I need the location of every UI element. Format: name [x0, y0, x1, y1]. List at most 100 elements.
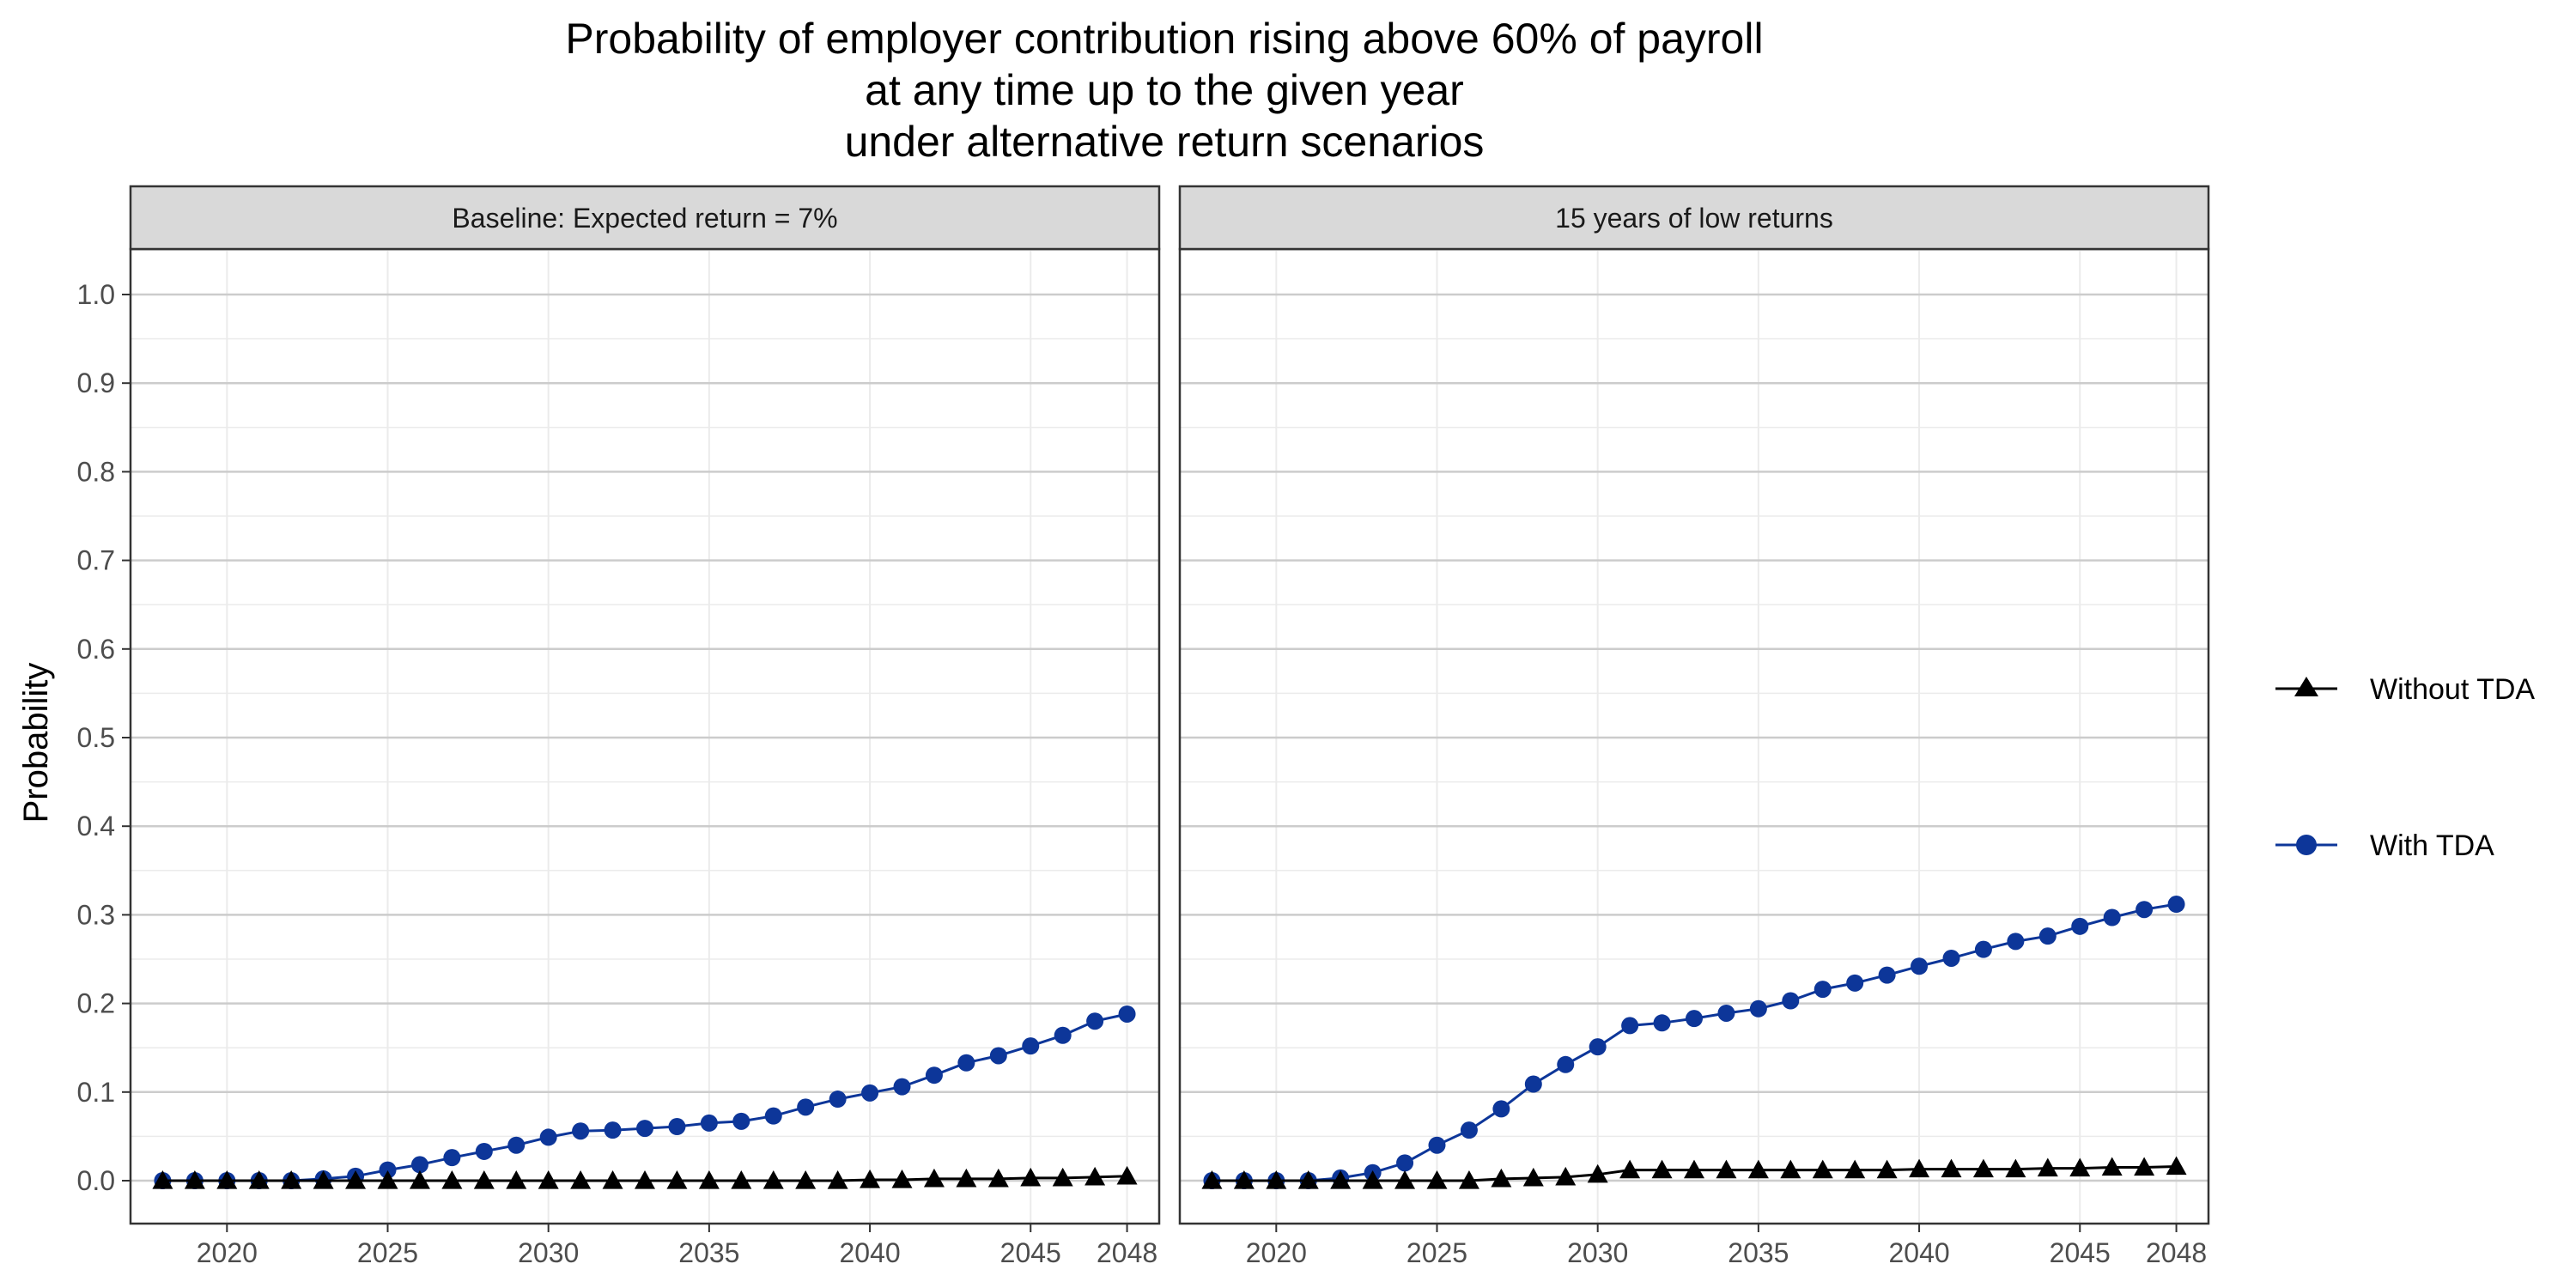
x-tick-label: 2020: [1246, 1237, 1307, 1268]
title-line-3: under alternative return scenarios: [845, 118, 1485, 166]
data-point: [1717, 1004, 1735, 1022]
data-point: [1394, 1170, 1416, 1189]
data-point: [1878, 966, 1896, 984]
data-point: [1116, 1165, 1138, 1185]
data-point: [1266, 1170, 1287, 1189]
data-point: [1396, 1154, 1414, 1172]
strip-background: [1178, 185, 2210, 251]
data-point: [1684, 1159, 1704, 1179]
data-point: [987, 1168, 1009, 1188]
legend-circle-icon: [2296, 835, 2317, 855]
data-point: [409, 1170, 430, 1189]
data-point: [1876, 1159, 1898, 1179]
data-point: [923, 1168, 945, 1188]
data-point: [1524, 1075, 1542, 1093]
data-point: [1084, 1166, 1106, 1186]
data-point: [1974, 940, 1992, 958]
data-point: [379, 1161, 397, 1179]
data-point: [1844, 1159, 1866, 1179]
data-point: [248, 1170, 270, 1189]
x-tick-label: 2030: [1567, 1237, 1628, 1268]
y-tick-label: 0.5: [77, 722, 115, 753]
data-point: [570, 1170, 592, 1189]
data-point: [2007, 933, 2025, 951]
data-point: [698, 1170, 720, 1189]
data-point: [2037, 1157, 2058, 1177]
data-point: [2005, 1158, 2026, 1178]
data-point: [1621, 1017, 1639, 1035]
data-point: [2069, 1157, 2091, 1177]
y-tick-label: 0.8: [77, 456, 115, 487]
data-point: [2134, 1157, 2155, 1176]
data-point: [2103, 908, 2121, 927]
data-point: [1022, 1037, 1040, 1055]
data-point: [2038, 927, 2057, 945]
data-point: [539, 1128, 557, 1146]
y-tick-label: 0.3: [77, 899, 115, 930]
series-without-tda: [152, 1165, 1138, 1189]
data-point: [891, 1169, 913, 1188]
data-point: [764, 1107, 782, 1125]
data-point: [1233, 1170, 1255, 1189]
data-point: [184, 1170, 205, 1189]
data-point: [925, 1066, 943, 1084]
data-point: [1782, 992, 1800, 1010]
data-point: [507, 1136, 526, 1154]
x-tick-label: 2035: [1728, 1237, 1789, 1268]
data-point: [700, 1114, 718, 1132]
data-point: [1972, 1158, 1994, 1178]
data-point: [1555, 1166, 1577, 1186]
data-point: [377, 1170, 398, 1189]
data-point: [1651, 1159, 1673, 1179]
legend-triangle-icon: [2294, 677, 2318, 696]
data-point: [1653, 1014, 1671, 1032]
data-point: [443, 1149, 461, 1167]
data-point: [795, 1170, 817, 1189]
x-tick-label: 2040: [839, 1237, 900, 1268]
data-point: [1780, 1159, 1801, 1179]
legend-label-without-tda: Without TDA: [2370, 673, 2535, 706]
data-point: [410, 1156, 428, 1174]
data-point: [1426, 1170, 1448, 1189]
data-point: [1522, 1167, 1544, 1187]
data-point: [893, 1078, 911, 1096]
data-point: [1942, 949, 1960, 967]
plot-background: [131, 249, 1159, 1224]
legend-item-without-tda: Without TDA: [2275, 673, 2535, 706]
y-tick-label: 0.4: [77, 811, 115, 841]
x-tick-label: 2045: [1000, 1237, 1061, 1268]
x-tick-label: 2025: [357, 1237, 418, 1268]
x-tick-label: 2040: [1888, 1237, 1949, 1268]
legend-label-with-tda: With TDA: [2370, 829, 2494, 862]
x-tick-label: 2035: [678, 1237, 739, 1268]
data-point: [861, 1084, 879, 1102]
data-point: [506, 1170, 527, 1189]
panels: Baseline: Expected return = 7% 2020 2025 20…: [77, 185, 2210, 1268]
y-tick-label: 0.0: [77, 1165, 115, 1196]
data-point: [1428, 1136, 1446, 1154]
title-line-1: Probability of employer contribution ris…: [565, 15, 1763, 63]
data-point: [1054, 1026, 1072, 1044]
data-point: [216, 1170, 238, 1189]
data-point: [1086, 1012, 1104, 1030]
data-point: [2071, 917, 2089, 935]
data-point: [1716, 1159, 1737, 1179]
data-point: [957, 1054, 975, 1072]
data-point: [1492, 1100, 1510, 1118]
panel-1: Baseline: Expected return = 7% 2020 2025 20…: [77, 185, 1161, 1268]
data-point: [2101, 1157, 2123, 1176]
strip-background: [129, 185, 1161, 251]
data-point: [1362, 1170, 1383, 1189]
y-tick-label: 1.0: [77, 279, 115, 310]
data-point: [2167, 896, 2185, 914]
data-point: [762, 1170, 784, 1189]
data-point: [1587, 1163, 1608, 1183]
data-point: [1201, 1170, 1223, 1189]
data-point: [475, 1142, 493, 1160]
data-point: [473, 1170, 495, 1189]
data-point: [152, 1170, 173, 1189]
data-point: [2166, 1156, 2187, 1176]
data-point: [345, 1170, 367, 1189]
data-point: [668, 1118, 686, 1136]
y-tick-label: 0.1: [77, 1077, 115, 1108]
